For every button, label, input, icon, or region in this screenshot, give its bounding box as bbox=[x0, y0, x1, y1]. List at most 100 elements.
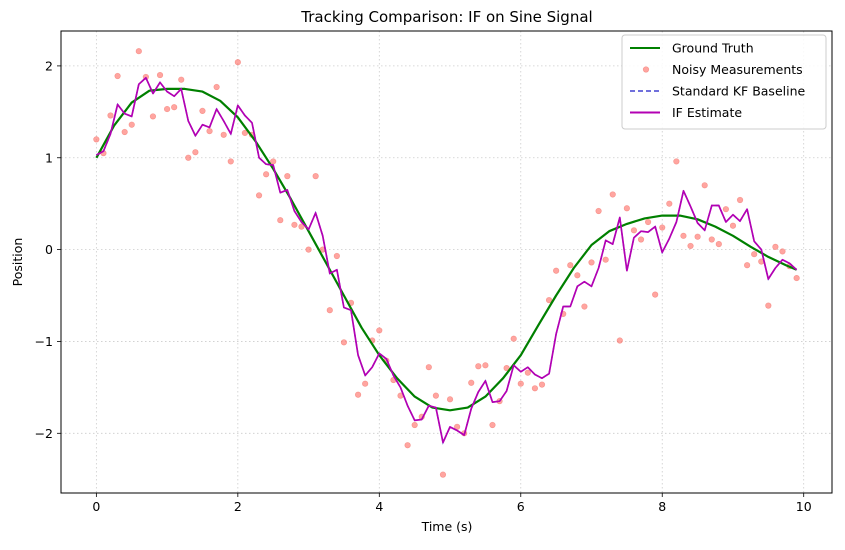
measurement-point bbox=[531, 385, 539, 392]
measurement-point bbox=[263, 171, 270, 178]
plot-frame bbox=[60, 30, 833, 494]
measurement-point bbox=[482, 362, 489, 369]
measurement-point bbox=[588, 259, 595, 266]
measurement-point bbox=[701, 182, 708, 189]
measurement-point bbox=[524, 369, 531, 376]
measurement-point bbox=[411, 421, 418, 429]
measurement-point bbox=[227, 158, 234, 165]
measurement-point bbox=[581, 303, 588, 310]
measurement-point bbox=[666, 200, 673, 207]
measurement-point bbox=[567, 262, 574, 269]
measurement-point bbox=[291, 221, 298, 228]
measurement-point bbox=[793, 274, 800, 282]
x-tick-label: 8 bbox=[658, 499, 666, 514]
measurement-point bbox=[362, 380, 369, 387]
measurement-point bbox=[503, 364, 510, 372]
if-estimate-line bbox=[96, 76, 798, 444]
measurement-point bbox=[602, 256, 609, 263]
measurement-point bbox=[715, 240, 722, 248]
measurement-point bbox=[779, 248, 786, 255]
measurement-point bbox=[171, 104, 178, 111]
measurement-point bbox=[609, 191, 616, 198]
measurement-point bbox=[156, 71, 164, 79]
measurement-point bbox=[432, 392, 439, 399]
y-axis-label: Position bbox=[10, 238, 25, 287]
measurement-point bbox=[630, 227, 638, 234]
measurement-point bbox=[255, 192, 263, 199]
measurement-point bbox=[107, 112, 114, 119]
measurement-point bbox=[680, 232, 687, 239]
measurement-point bbox=[538, 381, 546, 388]
measurement-point bbox=[446, 396, 454, 403]
measurement-point bbox=[199, 107, 206, 115]
measurement-point bbox=[553, 267, 560, 274]
measurement-point bbox=[659, 224, 666, 231]
measurement-point bbox=[149, 113, 157, 120]
measurement-point bbox=[708, 236, 715, 243]
measurement-point bbox=[468, 379, 475, 386]
measurement-point bbox=[545, 297, 553, 304]
x-tick-label: 6 bbox=[517, 499, 525, 514]
legend-swatch-marker bbox=[642, 66, 650, 73]
y-tick-label: 1 bbox=[45, 150, 53, 165]
measurement-point bbox=[213, 83, 220, 91]
series-layer bbox=[93, 48, 800, 478]
measurement-point bbox=[93, 136, 100, 143]
measurement-point bbox=[354, 391, 362, 398]
measurement-point bbox=[574, 272, 581, 279]
measurement-point bbox=[595, 207, 602, 215]
measurement-point bbox=[439, 471, 447, 478]
measurement-point bbox=[751, 251, 758, 258]
measurement-point bbox=[164, 105, 171, 113]
measurement-point bbox=[305, 246, 312, 253]
ground-truth-line bbox=[95, 87, 798, 412]
measurement-point bbox=[270, 158, 277, 165]
axis-layer: 0 2 4 6 8 10 −2 −1 0 1 2 bbox=[35, 58, 812, 514]
measurement-point bbox=[637, 236, 645, 243]
legend-box bbox=[621, 34, 827, 130]
measurement-point bbox=[298, 223, 305, 230]
measurement-point bbox=[241, 129, 249, 137]
measurement-point bbox=[326, 307, 333, 314]
y-tick-label: 2 bbox=[45, 58, 53, 73]
y-tick-label: −1 bbox=[35, 334, 53, 349]
measurement-point bbox=[114, 72, 121, 80]
legend-label: Ground Truth bbox=[672, 41, 754, 56]
measurement-point bbox=[404, 442, 411, 449]
measurement-point bbox=[736, 196, 744, 204]
measurement-point bbox=[206, 128, 213, 135]
measurement-point bbox=[128, 121, 135, 128]
measurement-point bbox=[729, 222, 737, 229]
measurement-point bbox=[284, 173, 291, 180]
measurement-point bbox=[333, 252, 340, 260]
measurement-point bbox=[277, 217, 284, 224]
measurement-point bbox=[185, 154, 192, 161]
legend-label: Noisy Measurements bbox=[672, 62, 803, 77]
legend-label: Standard KF Baseline bbox=[672, 84, 806, 99]
measurement-point bbox=[178, 76, 185, 83]
x-tick-label: 2 bbox=[234, 499, 242, 514]
measurement-point bbox=[652, 291, 659, 298]
measurement-point bbox=[765, 302, 772, 309]
measurement-point bbox=[694, 233, 701, 240]
measurement-point bbox=[220, 131, 227, 138]
legend-label: IF Estimate bbox=[672, 105, 742, 120]
measurement-point bbox=[623, 205, 630, 212]
measurement-point bbox=[510, 335, 517, 342]
measurement-point bbox=[312, 173, 319, 180]
measurement-point bbox=[489, 421, 496, 429]
measurement-point bbox=[425, 364, 432, 371]
measurement-point bbox=[192, 149, 199, 156]
chart-title: Tracking Comparison: IF on Sine Signal bbox=[300, 8, 592, 26]
y-tick-label: −2 bbox=[35, 426, 53, 441]
measurement-point bbox=[121, 128, 128, 136]
measurement-point bbox=[340, 339, 348, 346]
measurement-point bbox=[744, 262, 751, 269]
measurement-point bbox=[616, 337, 623, 344]
measurement-point bbox=[517, 380, 524, 387]
measurement-point bbox=[644, 218, 652, 226]
measurement-point bbox=[475, 363, 482, 370]
measurement-point bbox=[687, 242, 694, 250]
